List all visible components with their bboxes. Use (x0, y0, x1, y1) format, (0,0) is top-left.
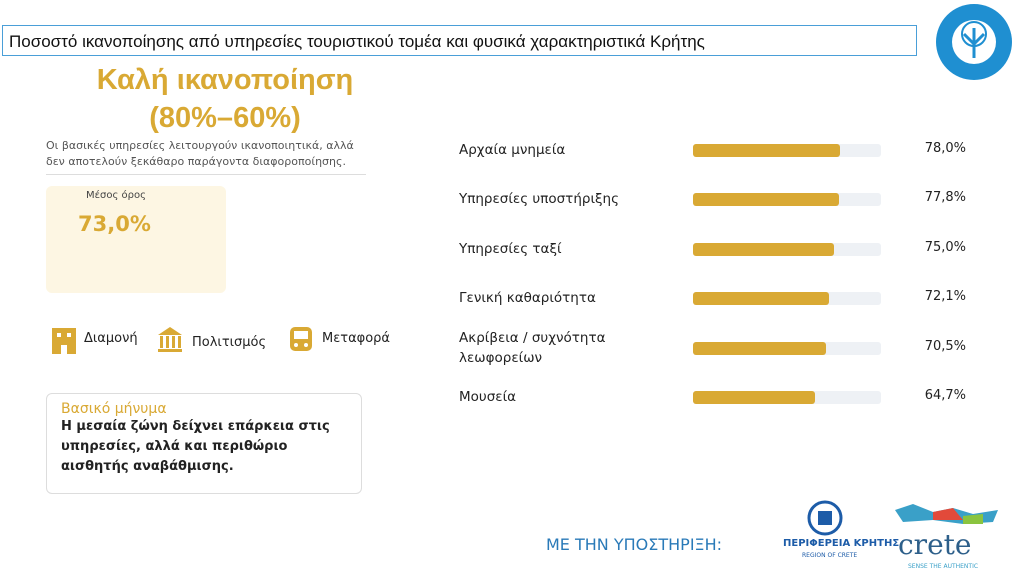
summary-heading: Καλή ικανοποίηση (96, 64, 354, 96)
region-en: REGION OF CRETE (802, 552, 858, 559)
average-value: 73,0% (78, 212, 151, 236)
category-label: Υπηρεσίες ταξί (459, 240, 562, 257)
support-label: ΜΕ ΤΗΝ ΥΠΟΣΤΗΡΙΞΗ: (546, 535, 723, 554)
logo-badge (936, 4, 1012, 80)
message-text: Η μεσαία ζώνη δείχνει επάρκεια στις υπηρ… (61, 419, 330, 474)
value-label: 70,5% (924, 338, 966, 354)
category-label: Αρχαία μνημεία (459, 142, 566, 158)
sector-label: Πολιτισμός (192, 335, 267, 350)
bar (693, 391, 815, 404)
sector-label: Διαμονή (84, 331, 138, 346)
region-emblem (807, 500, 843, 536)
value-label: 75,0% (924, 239, 966, 255)
bar (693, 193, 840, 207)
value-label: 64,7% (924, 388, 966, 403)
bar (693, 242, 834, 256)
key-message: Βασικό μήνυμα Η μεσαία ζώνη δείχνει επάρ… (46, 393, 362, 494)
bar (693, 292, 829, 306)
bar (693, 341, 826, 355)
sector-label: Μεταφορά (322, 331, 390, 346)
icon-bus (290, 327, 312, 351)
tagline: SENSE THE AUTHENTIC (908, 563, 979, 570)
icon-hotel (52, 328, 76, 354)
value-label: 72,1% (924, 289, 966, 305)
average-label: Μέσος όρος (86, 190, 146, 201)
category-label: Υπηρεσίες υποστήριξης (459, 191, 620, 208)
crete-map (895, 504, 998, 524)
region-gr: ΠΕΡΙΦΕΡΕΙΑ ΚΡΗΤΗΣ (783, 538, 900, 549)
category-label: Γενική καθαριότητα (459, 290, 596, 307)
category-label: Μουσεία (459, 389, 517, 405)
header-title: Ποσοστό ικανοποίησης από υπηρεσίες τουρι… (2, 25, 917, 56)
average-box: Μέσος όρος 73,0% (46, 186, 226, 293)
value-label: 77,8% (924, 190, 966, 206)
value-label: 78,0% (924, 141, 966, 156)
bar (693, 144, 840, 157)
category-label: Ακρίβεια / συχνότητα λεωφορείων (459, 329, 606, 366)
summary-range: (80%–60%) (149, 102, 301, 134)
message-title: Βασικό μήνυμα (61, 401, 167, 417)
icon-culture (158, 327, 182, 352)
summary-description: Οι βασικές υπηρεσίες λειτουργούν ικανοπο… (46, 138, 366, 175)
brand: crete (898, 528, 972, 561)
